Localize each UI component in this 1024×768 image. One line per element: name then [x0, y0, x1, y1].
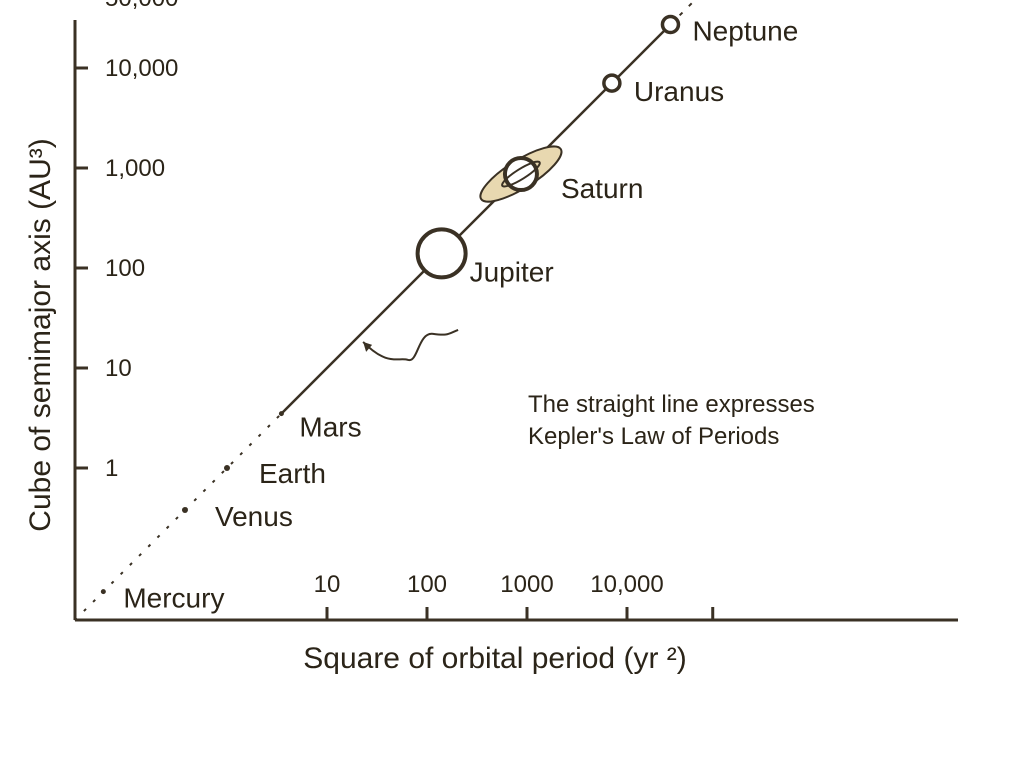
annotation-arrowhead	[363, 341, 373, 352]
saturn-label: Saturn	[561, 173, 644, 204]
saturn-marker	[502, 156, 539, 193]
annotation-line: Kepler's Law of Periods	[528, 423, 779, 450]
mercury-label: Mercury	[123, 583, 224, 614]
y-tick-label: 1	[105, 455, 118, 482]
annotation: The straight line expresses Kepler's Law …	[362, 328, 815, 450]
annotation-pointer	[362, 328, 459, 361]
jupiter-label: Jupiter	[470, 256, 554, 287]
uranus-marker	[602, 73, 622, 93]
venus-label: Venus	[215, 501, 293, 532]
y-tick-label: 10,000	[105, 55, 178, 82]
uranus-label: Uranus	[634, 76, 724, 107]
trend-line-group	[74, 0, 697, 621]
y-tick-label: 10	[105, 355, 132, 382]
mars-label: Mars	[299, 412, 361, 443]
jupiter-marker	[415, 227, 468, 280]
mercury-marker	[100, 589, 106, 595]
trend-line-dashed-high	[669, 0, 697, 26]
y-tick-label: 100	[105, 255, 145, 282]
venus-marker	[181, 507, 188, 514]
annotation-line: The straight line expresses	[528, 391, 815, 418]
neptune-marker	[660, 14, 681, 35]
y-tick-label: 50,000	[105, 0, 178, 12]
x-tick-label: 10	[314, 571, 341, 598]
x-tick-label: 100	[407, 571, 447, 598]
x-tick-label: 10,000	[590, 571, 663, 598]
neptune-label: Neptune	[692, 16, 798, 47]
earth-label: Earth	[259, 458, 326, 489]
x-tick-label: 1000	[500, 571, 553, 598]
mars-marker	[278, 411, 284, 417]
x-axis-label: Square of orbital period (yr ²)	[303, 642, 687, 675]
y-axis-label: Cube of semimajor axis (AU³)	[24, 138, 57, 531]
y-tick-label: 1,000	[105, 155, 165, 182]
planet-labels: Mercury Venus Earth Mars Jupiter Saturn Uranus…	[123, 16, 798, 614]
planet-markers	[100, 14, 681, 595]
earth-marker	[224, 465, 230, 471]
axes: 10 100 1000 10,000 1 10 100 1,000 10,000 50,000	[73, 0, 958, 622]
saturn-ring-front	[501, 160, 541, 188]
